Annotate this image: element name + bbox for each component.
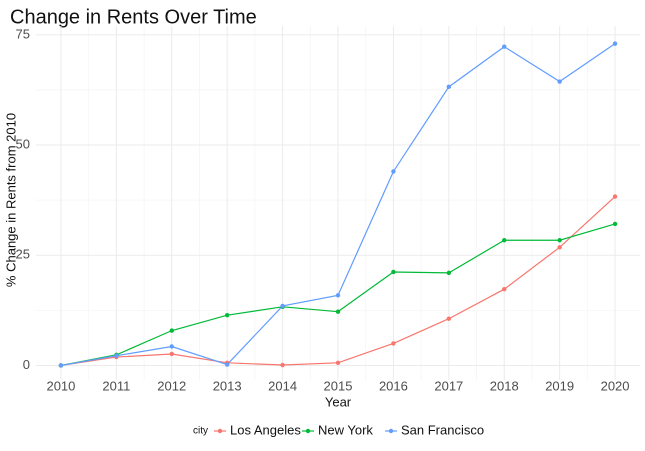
y-tick-label: 0 — [23, 357, 30, 372]
series-points — [58, 41, 618, 368]
data-point-new-york — [224, 312, 230, 318]
data-point-san-francisco — [335, 293, 341, 298]
grid — [36, 26, 640, 380]
x-tick-label: 2019 — [545, 378, 574, 393]
legend-item-new-york: New York — [302, 422, 373, 437]
data-point-los-angeles — [280, 362, 285, 368]
data-point-san-francisco — [612, 41, 618, 46]
legend-item-los-angeles: Los Angeles — [214, 422, 301, 437]
legend-label: San Francisco — [401, 422, 484, 437]
x-tick-label: 2011 — [102, 378, 130, 393]
data-point-san-francisco — [114, 353, 119, 358]
legend-key-point — [388, 428, 394, 434]
data-point-new-york — [335, 309, 341, 314]
data-point-los-angeles — [557, 245, 562, 250]
x-tick-label: 2010 — [46, 378, 75, 393]
data-point-new-york — [169, 328, 174, 333]
y-axis-title: % Change in Rents from 2010 — [3, 113, 18, 287]
chart-title: Change in Rents Over Time — [10, 6, 257, 28]
x-tick-label: 2016 — [379, 378, 408, 393]
x-tick-label: 2015 — [324, 378, 353, 393]
data-point-san-francisco — [280, 303, 285, 309]
x-axis-title: Year — [325, 394, 352, 409]
legend-label: New York — [318, 422, 373, 437]
data-point-san-francisco — [557, 79, 562, 84]
data-point-los-angeles — [502, 286, 507, 292]
data-point-los-angeles — [446, 316, 452, 321]
legend-title: city — [193, 426, 208, 437]
legend-item-san-francisco: San Francisco — [385, 422, 484, 437]
y-axis-ticks: 0 25 50 75 — [16, 26, 30, 372]
x-tick-label: 2017 — [434, 378, 463, 393]
y-tick-label: 50 — [16, 136, 30, 151]
data-point-san-francisco — [58, 363, 64, 368]
x-tick-label: 2012 — [157, 378, 186, 393]
x-tick-label: 2018 — [490, 378, 519, 393]
data-point-new-york — [446, 270, 452, 276]
y-tick-label: 75 — [16, 26, 30, 41]
data-point-new-york — [612, 221, 618, 227]
y-tick-label: 25 — [16, 247, 30, 262]
data-point-los-angeles — [391, 341, 396, 346]
data-point-los-angeles — [169, 351, 174, 357]
data-point-san-francisco — [169, 344, 174, 349]
data-point-san-francisco — [502, 44, 507, 49]
data-point-los-angeles — [612, 194, 618, 199]
legend-key-point — [217, 428, 223, 434]
data-point-san-francisco — [391, 169, 396, 174]
data-point-los-angeles — [335, 360, 341, 366]
x-tick-label: 2013 — [213, 378, 242, 393]
x-tick-label: 2020 — [601, 378, 630, 393]
x-tick-label: 2014 — [268, 378, 297, 393]
data-point-new-york — [502, 238, 507, 243]
legend: city Los Angeles New York San Francisco — [193, 422, 484, 437]
x-axis-ticks: 2010 2011 2012 2013 2014 2015 2016 2017 2018 2019… — [46, 378, 629, 393]
data-point-san-francisco — [446, 84, 452, 90]
legend-label: Los Angeles — [230, 422, 301, 437]
data-point-new-york — [391, 269, 396, 275]
data-point-san-francisco — [224, 362, 230, 367]
legend-key-point — [305, 428, 311, 434]
data-point-new-york — [557, 238, 562, 243]
